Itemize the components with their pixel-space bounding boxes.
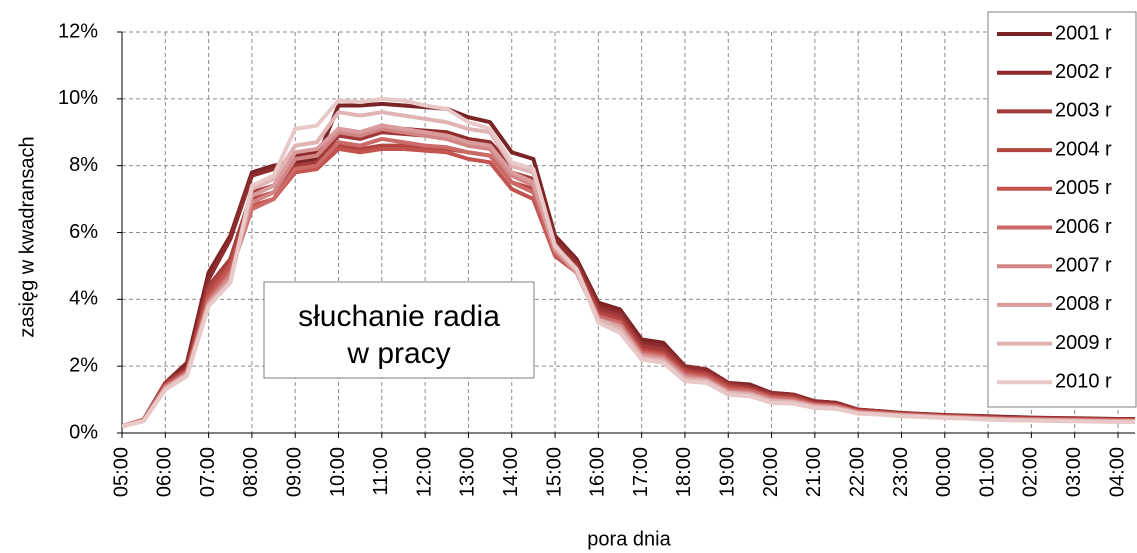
x-tick-label: 17:00 <box>630 447 652 497</box>
annotation-line: w pracy <box>346 337 450 370</box>
annotation: słuchanie radia w pracy <box>263 281 535 379</box>
legend-label: 2010 r <box>1055 371 1112 393</box>
x-tick-label: 02:00 <box>1020 447 1042 497</box>
legend-label: 2007 r <box>1055 254 1112 276</box>
x-tick-label: 05:00 <box>110 447 132 497</box>
y-tick-label: 10% <box>58 87 98 109</box>
legend-box <box>987 11 1137 408</box>
x-tick-label: 21:00 <box>803 447 825 497</box>
y-tick-label: 4% <box>69 288 98 310</box>
x-tick-label: 22:00 <box>846 447 868 497</box>
x-tick-label: 19:00 <box>717 447 739 497</box>
x-tick-label: 12:00 <box>413 447 435 497</box>
y-tick-label: 0% <box>69 421 98 443</box>
legend-label: 2001 r <box>1055 22 1112 44</box>
legend: 2001 r 2002 r 2003 r 2004 r 2005 r 2006 r 2007… <box>987 11 1137 408</box>
x-tick-label: 04:00 <box>1106 447 1128 497</box>
y-axis-label: zasięg w kwadransach <box>16 136 38 337</box>
legend-label: 2006 r <box>1055 216 1112 238</box>
y-tick-label: 12% <box>58 20 98 42</box>
legend-label: 2004 r <box>1055 138 1112 160</box>
annotation-box <box>263 281 535 379</box>
x-tick-label: 20:00 <box>760 447 782 497</box>
x-tick-label: 06:00 <box>154 447 176 497</box>
x-tick-label: 11:00 <box>370 447 392 496</box>
lines <box>122 96 1135 429</box>
y-tick-label: 6% <box>69 221 98 243</box>
legend-label: 2008 r <box>1055 293 1112 315</box>
legend-label: 2005 r <box>1055 177 1112 199</box>
legend-label: 2003 r <box>1055 100 1112 122</box>
x-tick-label: 03:00 <box>1063 447 1085 497</box>
annotation-line: słuchanie radia <box>298 300 500 333</box>
x-tick-label: 09:00 <box>283 447 305 497</box>
grid: 0% 2% 4% 6% 8% 10% 12% 05:00 06:00 07:00 08:00 09:0… <box>58 20 1135 497</box>
legend-label: 2002 r <box>1055 61 1112 83</box>
x-tick-label: 18:00 <box>673 447 695 497</box>
x-tick-label: 07:00 <box>197 447 219 497</box>
y-tick-label: 2% <box>69 354 98 376</box>
series-line <box>122 96 1135 429</box>
series-line <box>122 110 1135 429</box>
y-tick-label: 8% <box>69 154 98 176</box>
x-tick-label: 10:00 <box>327 447 349 497</box>
x-axis-label: pora dnia <box>587 528 671 550</box>
x-tick-label: 23:00 <box>890 447 912 497</box>
x-tick-label: 13:00 <box>457 447 479 497</box>
x-tick-label: 16:00 <box>587 447 609 497</box>
x-tick-label: 00:00 <box>933 447 955 497</box>
x-tick-label: 08:00 <box>240 447 262 497</box>
x-tick-label: 15:00 <box>543 447 565 497</box>
x-tick-label: 14:00 <box>500 447 522 497</box>
x-tick-label: 01:00 <box>976 447 998 497</box>
legend-label: 2009 r <box>1055 332 1112 354</box>
